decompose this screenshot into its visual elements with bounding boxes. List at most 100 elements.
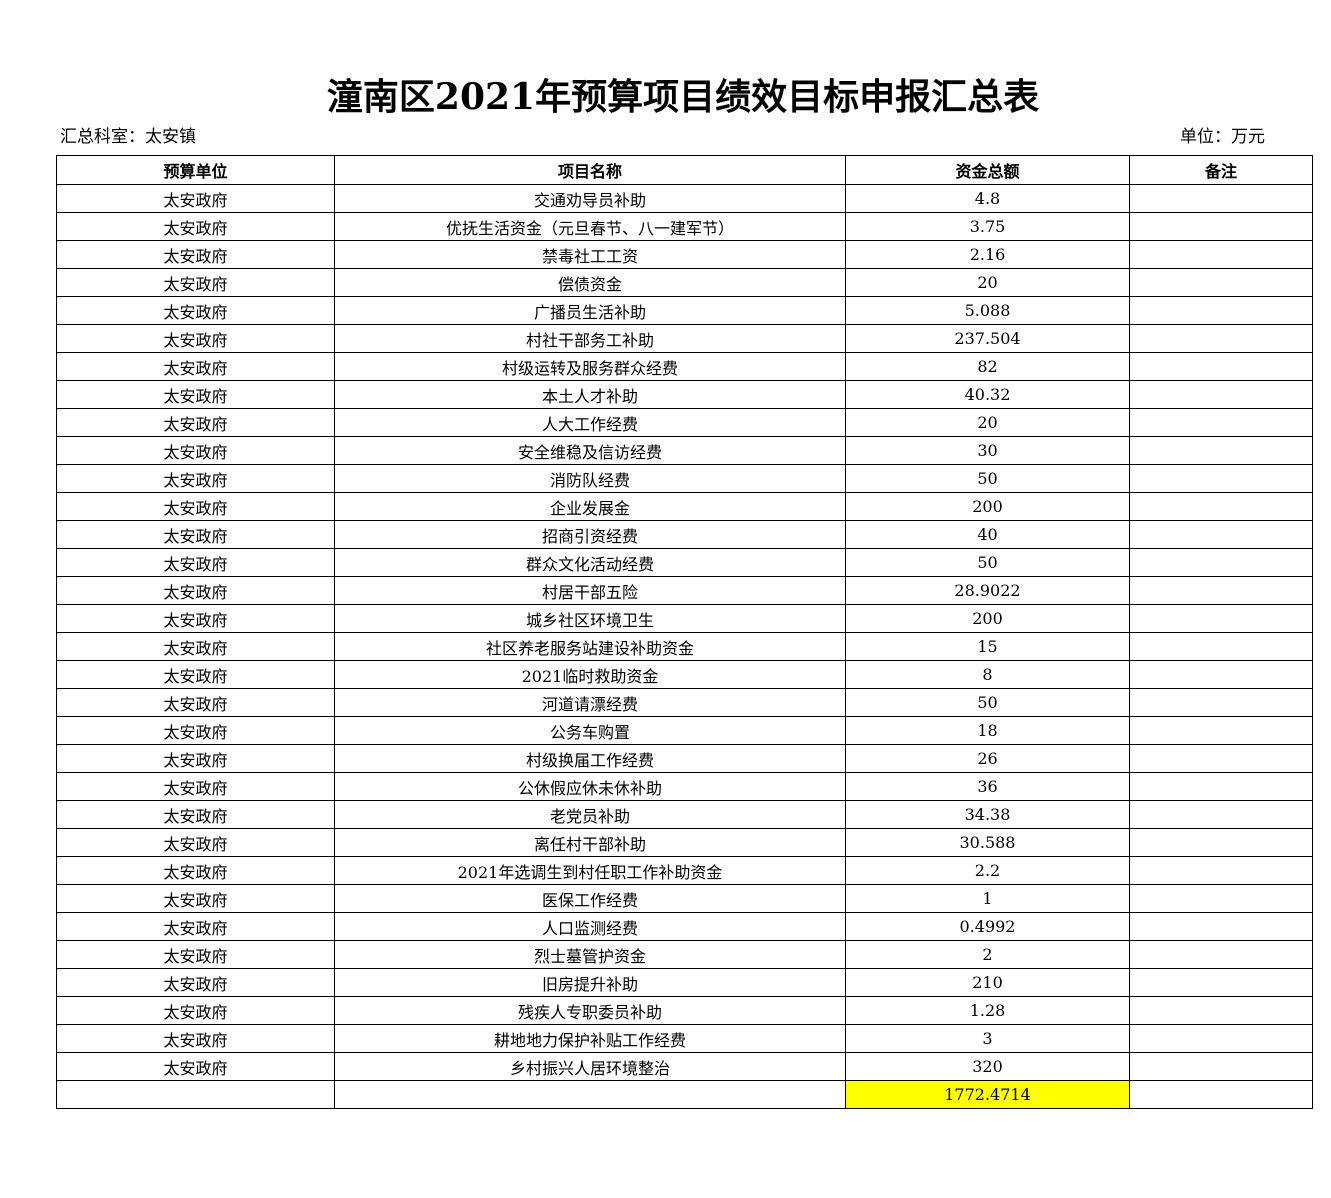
- amount-cell[interactable]: 0.4992: [845, 912, 1130, 941]
- remarks-cell[interactable]: [1129, 800, 1313, 829]
- budget-unit-cell[interactable]: 太安政府: [56, 576, 335, 605]
- budget-unit-cell[interactable]: 太安政府: [56, 856, 335, 885]
- remarks-cell[interactable]: [1129, 576, 1313, 605]
- remarks-cell[interactable]: [1129, 268, 1313, 297]
- project-name-cell[interactable]: 企业发展金: [334, 492, 846, 521]
- total-project-name-cell[interactable]: [334, 1080, 846, 1109]
- total-budget-unit-cell[interactable]: [56, 1080, 335, 1109]
- amount-cell[interactable]: 5.088: [845, 296, 1130, 325]
- remarks-cell[interactable]: [1129, 1024, 1313, 1053]
- budget-unit-cell[interactable]: 太安政府: [56, 744, 335, 773]
- project-name-cell[interactable]: 河道请漂经费: [334, 688, 846, 717]
- remarks-cell[interactable]: [1129, 184, 1313, 213]
- remarks-cell[interactable]: [1129, 464, 1313, 493]
- project-name-cell[interactable]: 社区养老服务站建设补助资金: [334, 632, 846, 661]
- remarks-cell[interactable]: [1129, 996, 1313, 1025]
- budget-unit-cell[interactable]: 太安政府: [56, 408, 335, 437]
- budget-unit-cell[interactable]: 太安政府: [56, 464, 335, 493]
- project-name-cell[interactable]: 残疾人专职委员补助: [334, 996, 846, 1025]
- project-name-cell[interactable]: 禁毒社工工资: [334, 240, 846, 269]
- project-name-cell[interactable]: 安全维稳及信访经费: [334, 436, 846, 465]
- remarks-cell[interactable]: [1129, 352, 1313, 381]
- budget-unit-cell[interactable]: 太安政府: [56, 912, 335, 941]
- amount-cell[interactable]: 210: [845, 968, 1130, 997]
- project-name-cell[interactable]: 村级换届工作经费: [334, 744, 846, 773]
- remarks-cell[interactable]: [1129, 772, 1313, 801]
- amount-cell[interactable]: 200: [845, 492, 1130, 521]
- project-name-cell[interactable]: 医保工作经费: [334, 884, 846, 913]
- amount-cell[interactable]: 2.16: [845, 240, 1130, 269]
- amount-cell[interactable]: 3: [845, 1024, 1130, 1053]
- project-name-cell[interactable]: 村级运转及服务群众经费: [334, 352, 846, 381]
- amount-cell[interactable]: 320: [845, 1052, 1130, 1081]
- amount-cell[interactable]: 3.75: [845, 212, 1130, 241]
- project-name-cell[interactable]: 消防队经费: [334, 464, 846, 493]
- remarks-cell[interactable]: [1129, 856, 1313, 885]
- remarks-cell[interactable]: [1129, 744, 1313, 773]
- budget-unit-cell[interactable]: 太安政府: [56, 604, 335, 633]
- budget-unit-cell[interactable]: 太安政府: [56, 548, 335, 577]
- budget-unit-cell[interactable]: 太安政府: [56, 940, 335, 969]
- remarks-cell[interactable]: [1129, 324, 1313, 353]
- budget-unit-cell[interactable]: 太安政府: [56, 268, 335, 297]
- budget-unit-cell[interactable]: 太安政府: [56, 772, 335, 801]
- budget-unit-cell[interactable]: 太安政府: [56, 520, 335, 549]
- amount-cell[interactable]: 18: [845, 716, 1130, 745]
- budget-unit-cell[interactable]: 太安政府: [56, 380, 335, 409]
- budget-unit-cell[interactable]: 太安政府: [56, 632, 335, 661]
- project-name-cell[interactable]: 偿债资金: [334, 268, 846, 297]
- project-name-cell[interactable]: 招商引资经费: [334, 520, 846, 549]
- budget-unit-cell[interactable]: 太安政府: [56, 1024, 335, 1053]
- remarks-cell[interactable]: [1129, 520, 1313, 549]
- remarks-cell[interactable]: [1129, 604, 1313, 633]
- project-name-cell[interactable]: 村居干部五险: [334, 576, 846, 605]
- amount-cell[interactable]: 2.2: [845, 856, 1130, 885]
- project-name-cell[interactable]: 乡村振兴人居环境整治: [334, 1052, 846, 1081]
- remarks-cell[interactable]: [1129, 212, 1313, 241]
- budget-unit-cell[interactable]: 太安政府: [56, 968, 335, 997]
- budget-unit-cell[interactable]: 太安政府: [56, 184, 335, 213]
- budget-unit-cell[interactable]: 太安政府: [56, 884, 335, 913]
- project-name-cell[interactable]: 交通劝导员补助: [334, 184, 846, 213]
- budget-unit-cell[interactable]: 太安政府: [56, 660, 335, 689]
- project-name-cell[interactable]: 广播员生活补助: [334, 296, 846, 325]
- amount-cell[interactable]: 50: [845, 688, 1130, 717]
- amount-cell[interactable]: 34.38: [845, 800, 1130, 829]
- budget-unit-cell[interactable]: 太安政府: [56, 1052, 335, 1081]
- amount-cell[interactable]: 28.9022: [845, 576, 1130, 605]
- amount-cell[interactable]: 15: [845, 632, 1130, 661]
- budget-unit-cell[interactable]: 太安政府: [56, 352, 335, 381]
- total-remarks-cell[interactable]: [1129, 1080, 1313, 1109]
- remarks-cell[interactable]: [1129, 884, 1313, 913]
- budget-unit-cell[interactable]: 太安政府: [56, 828, 335, 857]
- remarks-cell[interactable]: [1129, 240, 1313, 269]
- remarks-cell[interactable]: [1129, 548, 1313, 577]
- budget-unit-cell[interactable]: 太安政府: [56, 996, 335, 1025]
- amount-cell[interactable]: 40.32: [845, 380, 1130, 409]
- remarks-cell[interactable]: [1129, 296, 1313, 325]
- remarks-cell[interactable]: [1129, 716, 1313, 745]
- amount-cell[interactable]: 30.588: [845, 828, 1130, 857]
- budget-unit-cell[interactable]: 太安政府: [56, 800, 335, 829]
- budget-unit-cell[interactable]: 太安政府: [56, 296, 335, 325]
- remarks-cell[interactable]: [1129, 492, 1313, 521]
- project-name-cell[interactable]: 2021临时救助资金: [334, 660, 846, 689]
- budget-unit-cell[interactable]: 太安政府: [56, 688, 335, 717]
- budget-unit-cell[interactable]: 太安政府: [56, 212, 335, 241]
- budget-unit-cell[interactable]: 太安政府: [56, 324, 335, 353]
- amount-cell[interactable]: 4.8: [845, 184, 1130, 213]
- budget-unit-cell[interactable]: 太安政府: [56, 492, 335, 521]
- amount-cell[interactable]: 20: [845, 268, 1130, 297]
- project-name-cell[interactable]: 城乡社区环境卫生: [334, 604, 846, 633]
- project-name-cell[interactable]: 2021年选调生到村任职工作补助资金: [334, 856, 846, 885]
- amount-cell[interactable]: 1: [845, 884, 1130, 913]
- amount-cell[interactable]: 50: [845, 464, 1130, 493]
- project-name-cell[interactable]: 公务车购置: [334, 716, 846, 745]
- remarks-cell[interactable]: [1129, 436, 1313, 465]
- project-name-cell[interactable]: 耕地地力保护补贴工作经费: [334, 1024, 846, 1053]
- remarks-cell[interactable]: [1129, 940, 1313, 969]
- amount-cell[interactable]: 30: [845, 436, 1130, 465]
- remarks-cell[interactable]: [1129, 380, 1313, 409]
- remarks-cell[interactable]: [1129, 1052, 1313, 1081]
- remarks-cell[interactable]: [1129, 968, 1313, 997]
